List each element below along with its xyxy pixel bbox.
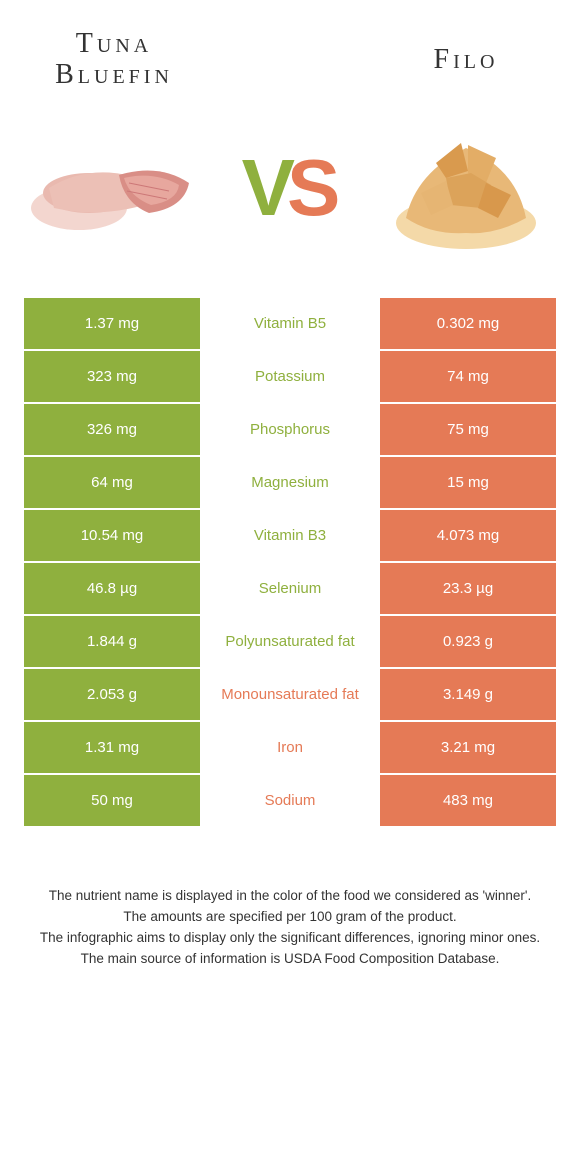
left-value-cell: 46.8 µg	[24, 563, 200, 614]
right-value-cell: 483 mg	[380, 775, 556, 826]
nutrient-name-cell: Iron	[202, 722, 378, 773]
right-food-title: Filo	[376, 45, 556, 76]
left-food-image	[24, 118, 204, 258]
right-value-cell: 3.21 mg	[380, 722, 556, 773]
left-value-cell: 1.31 mg	[24, 722, 200, 773]
header-row: Tuna Bluefin Filo	[24, 20, 556, 100]
table-row: 1.844 gPolyunsaturated fat0.923 g	[24, 616, 556, 667]
nutrient-name-cell: Monounsaturated fat	[202, 669, 378, 720]
left-food-title: Tuna Bluefin	[24, 29, 204, 91]
left-value-cell: 64 mg	[24, 457, 200, 508]
nutrient-name-cell: Potassium	[202, 351, 378, 402]
left-value-cell: 50 mg	[24, 775, 200, 826]
table-row: 46.8 µgSelenium23.3 µg	[24, 563, 556, 614]
table-row: 1.37 mgVitamin B50.302 mg	[24, 298, 556, 349]
nutrient-name-cell: Vitamin B3	[202, 510, 378, 561]
right-value-cell: 23.3 µg	[380, 563, 556, 614]
nutrient-name-cell: Polyunsaturated fat	[202, 616, 378, 667]
left-value-cell: 323 mg	[24, 351, 200, 402]
footer-line-2: The amounts are specified per 100 gram o…	[34, 907, 546, 928]
table-row: 64 mgMagnesium15 mg	[24, 457, 556, 508]
left-value-cell: 1.844 g	[24, 616, 200, 667]
right-value-cell: 0.923 g	[380, 616, 556, 667]
nutrient-table: 1.37 mgVitamin B50.302 mg323 mgPotassium…	[24, 298, 556, 826]
right-food-image	[376, 118, 556, 258]
nutrient-name-cell: Magnesium	[202, 457, 378, 508]
table-row: 1.31 mgIron3.21 mg	[24, 722, 556, 773]
left-value-cell: 2.053 g	[24, 669, 200, 720]
footer-notes: The nutrient name is displayed in the co…	[24, 886, 556, 970]
footer-line-3: The infographic aims to display only the…	[34, 928, 546, 949]
vs-v: V	[242, 142, 293, 234]
footer-line-1: The nutrient name is displayed in the co…	[34, 886, 546, 907]
nutrient-name-cell: Vitamin B5	[202, 298, 378, 349]
nutrient-name-cell: Selenium	[202, 563, 378, 614]
right-value-cell: 74 mg	[380, 351, 556, 402]
right-value-cell: 75 mg	[380, 404, 556, 455]
right-value-cell: 0.302 mg	[380, 298, 556, 349]
right-value-cell: 4.073 mg	[380, 510, 556, 561]
table-row: 323 mgPotassium74 mg	[24, 351, 556, 402]
images-row: V S	[24, 108, 556, 268]
nutrient-name-cell: Sodium	[202, 775, 378, 826]
footer-line-4: The main source of information is USDA F…	[34, 949, 546, 970]
vs-label: V S	[242, 142, 339, 234]
table-row: 50 mgSodium483 mg	[24, 775, 556, 826]
right-value-cell: 3.149 g	[380, 669, 556, 720]
nutrient-name-cell: Phosphorus	[202, 404, 378, 455]
vs-s: S	[287, 142, 338, 234]
right-value-cell: 15 mg	[380, 457, 556, 508]
table-row: 10.54 mgVitamin B34.073 mg	[24, 510, 556, 561]
table-row: 2.053 gMonounsaturated fat3.149 g	[24, 669, 556, 720]
left-value-cell: 326 mg	[24, 404, 200, 455]
table-row: 326 mgPhosphorus75 mg	[24, 404, 556, 455]
left-value-cell: 1.37 mg	[24, 298, 200, 349]
left-value-cell: 10.54 mg	[24, 510, 200, 561]
